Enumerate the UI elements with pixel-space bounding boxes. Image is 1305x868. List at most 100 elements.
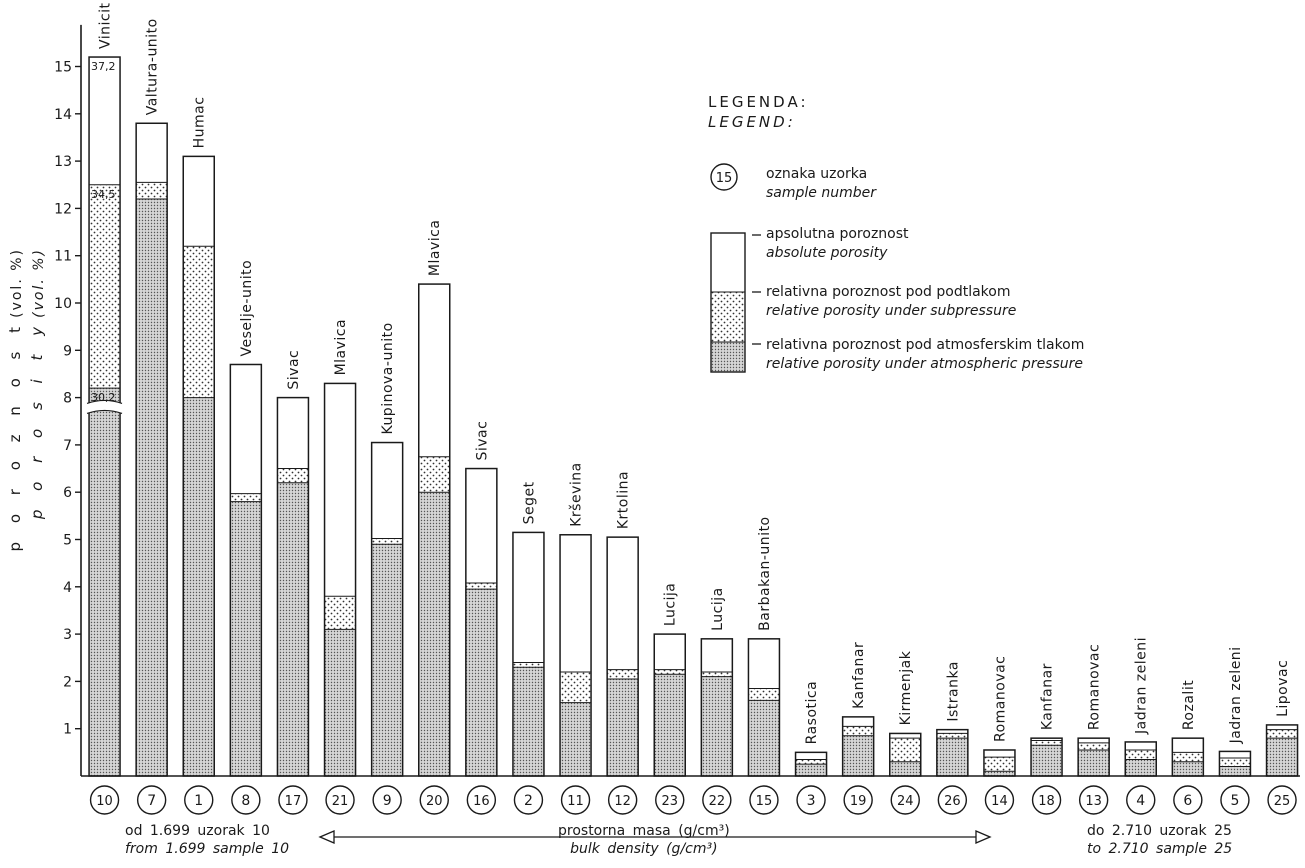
bar-name-24: Kirmenjak: [898, 650, 914, 725]
bar-subpressure-segment: [1266, 729, 1298, 739]
bar-atmospheric-segment: [418, 492, 450, 776]
bar-atmospheric-segment: [89, 388, 121, 776]
sample-number-8: 8: [241, 793, 250, 809]
bar-9: [370, 441, 404, 777]
bar-name-2: Seget: [521, 481, 537, 524]
bar-name-1: Humac: [192, 97, 208, 149]
bar-absolute-segment: [136, 123, 168, 183]
bar-atmospheric-segment: [1219, 766, 1251, 776]
y-tick-label-2: 2: [63, 674, 72, 690]
y-axis-label-hr: p o r o z n o s t: [6, 320, 24, 552]
bar-name-19: Kanfanar: [851, 642, 867, 709]
bar-subpressure-segment: [1031, 740, 1063, 746]
bar-atmospheric-segment: [560, 702, 592, 776]
sample-number-5: 5: [1230, 793, 1239, 809]
bar-name-14: Romanovac: [992, 656, 1008, 742]
bar-atmospheric-segment: [1266, 738, 1298, 776]
sample-circle-3: [796, 785, 826, 815]
y-axis-unit-hr: (vol. %): [9, 248, 25, 318]
bar-absolute-segment: [465, 468, 497, 584]
bar-subpressure-segment: [136, 182, 168, 199]
sample-number-3: 3: [807, 793, 816, 809]
legend-sample-en: sample number: [766, 185, 876, 201]
bar-atmospheric-segment: [748, 700, 780, 776]
bar-name-20: Mlavica: [427, 220, 443, 277]
axis-break-line-bottom: [86, 409, 123, 414]
footer-center-en: bulk density (g/cm³): [570, 841, 718, 857]
sample-number-25: 25: [1274, 794, 1291, 809]
sample-circle-13: [1078, 785, 1109, 815]
bar-subpressure-segment: [607, 669, 639, 680]
bar-names-group: Vinicit Valtura-unito Humac Veselje-unito Si…: [98, 3, 1292, 745]
bar-absolute-segment: [1031, 738, 1063, 741]
legend-absolute-hr: apsolutna poroznost: [766, 226, 909, 242]
y-tick-label-10: 10: [54, 296, 72, 312]
bar-18: [1030, 737, 1063, 777]
bar-name-16: Sivac: [474, 421, 490, 461]
bar-subpressure-segment: [889, 738, 921, 762]
sample-number-6: 6: [1183, 793, 1192, 809]
y-tick-label-12: 12: [54, 201, 72, 217]
bar-atmospheric-segment: [701, 676, 733, 776]
bar-absolute-segment: [512, 532, 544, 663]
bar-8: [229, 363, 263, 777]
axis-break-line-top: [86, 399, 123, 404]
bar-absolute-segment: [1125, 741, 1157, 750]
sample-circle-2: [513, 785, 544, 815]
legend-absolute: apsolutna poroznost absolute porosity: [766, 225, 909, 263]
bar-atmospheric-segment: [795, 764, 827, 776]
bar-subpressure-segment: [748, 688, 780, 701]
bar-24: [889, 732, 922, 777]
bar-annotation-2: 30,2: [91, 391, 116, 404]
sample-circle-18: [1031, 785, 1062, 815]
bar-atmospheric-segment: [654, 674, 686, 776]
legend-title-hr: LEGENDA:: [708, 93, 809, 111]
bar-name-17: Sivac: [286, 350, 302, 390]
bar-absolute-segment: [842, 716, 874, 727]
sample-circle-10: [89, 785, 120, 815]
sample-circle-16: [466, 785, 497, 815]
bar-absolute-segment: [1078, 738, 1110, 743]
bar-atmospheric-segment: [983, 771, 1015, 776]
sample-number-15: 15: [756, 794, 773, 809]
legend-sub-swatch: [711, 292, 745, 342]
sample-number-4: 4: [1136, 793, 1145, 809]
bar-20: [418, 283, 451, 777]
bar-name-4: Jadran zeleni: [1134, 637, 1150, 735]
bar-1: [182, 155, 215, 777]
sample-circle-9: [372, 785, 402, 815]
bar-name-11: Krševina: [569, 462, 585, 526]
bar-subpressure-segment: [795, 759, 827, 765]
bar-atmospheric-segment: [277, 482, 309, 776]
bar-absolute-segment: [795, 752, 827, 760]
sample-number-7: 7: [147, 793, 156, 809]
bar-subpressure-segment: [183, 246, 215, 398]
bar-10: 37,2 34,5 30,2: [86, 56, 123, 777]
sample-circle-1: [184, 785, 214, 815]
sample-circle-25: [1267, 785, 1297, 815]
bar-absolute-segment: [654, 634, 686, 670]
y-tick-label-4: 4: [63, 580, 72, 596]
bar-name-23: Lucija: [663, 583, 679, 626]
bar-name-21: Mlavica: [333, 319, 349, 376]
sample-circle-11: [560, 785, 591, 815]
legend-title: LEGENDA: LEGEND:: [708, 92, 809, 132]
bar-absolute-segment: [701, 638, 733, 672]
legend-atmospheric-en: relative porosity under atmospheric pres…: [766, 356, 1084, 372]
sample-number-21: 21: [332, 794, 349, 809]
bar-name-3: Rasotica: [804, 681, 820, 745]
bar-4: [1124, 741, 1157, 777]
bar-subpressure-segment: [277, 468, 309, 483]
sample-number-14: 14: [991, 794, 1008, 809]
bar-name-7: Valtura-unito: [145, 18, 161, 115]
bar-19: [841, 716, 875, 777]
bar-atmospheric-segment: [1078, 749, 1110, 776]
y-axis-label-en: p o r o s i t y: [28, 320, 46, 520]
sample-number-9: 9: [383, 793, 392, 809]
bar-name-18: Kanfanar: [1040, 663, 1056, 730]
sample-circle-20: [419, 785, 449, 815]
sample-circle-23: [655, 785, 685, 815]
sample-number-17: 17: [285, 794, 302, 809]
bar-16: [465, 467, 498, 777]
